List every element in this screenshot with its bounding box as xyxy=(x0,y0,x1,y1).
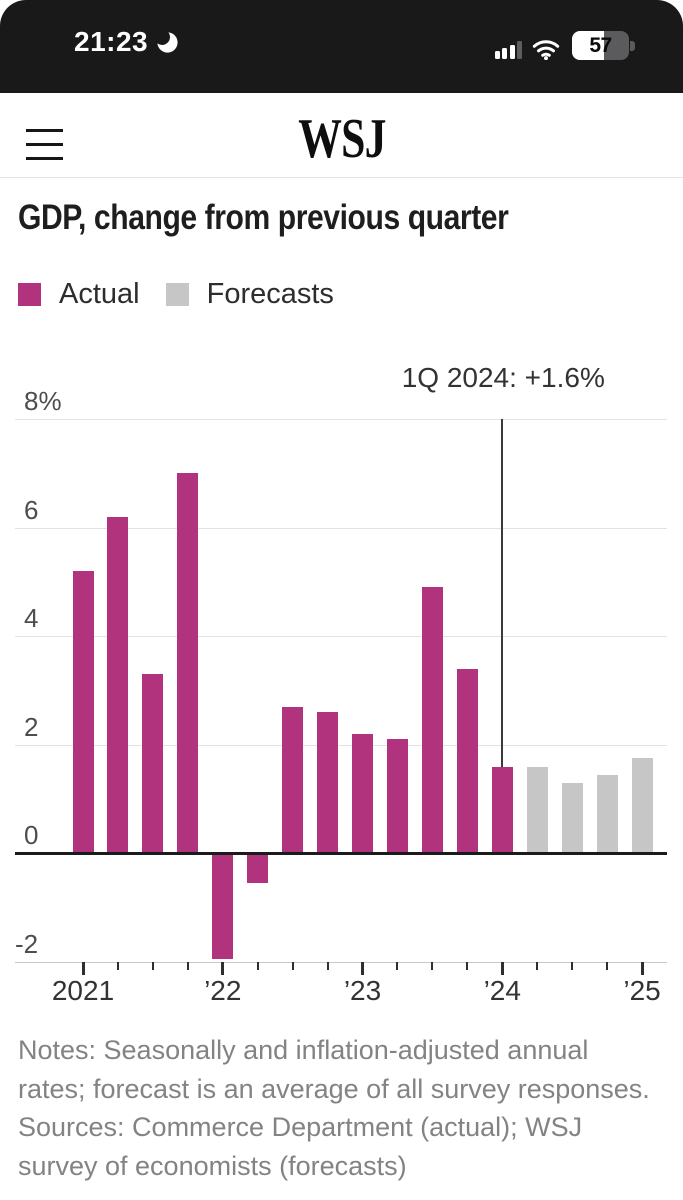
chart-title: GDP, change from previous quarter xyxy=(18,198,509,237)
gridline-6 xyxy=(15,527,667,529)
bar-2024-q4 xyxy=(596,774,618,854)
chart-legend: Actual Forecasts xyxy=(18,278,334,311)
x-axis-tick xyxy=(571,962,574,970)
chart-annotation: 1Q 2024: +1.6% xyxy=(401,362,605,393)
bar-2021-q1 xyxy=(72,571,94,854)
app-header: WSJ xyxy=(0,93,683,178)
x-axis-tick xyxy=(500,962,504,975)
forecasts-swatch xyxy=(165,283,189,306)
x-axis-tick xyxy=(536,962,539,970)
bar-2024-q1 xyxy=(491,766,513,854)
gridline-2 xyxy=(15,744,667,746)
battery-fill xyxy=(572,31,605,60)
bar-2023-q2 xyxy=(386,739,408,854)
bar-2024-q3 xyxy=(561,782,583,854)
gridline--2 xyxy=(15,962,667,963)
bar-2021-q4 xyxy=(177,473,199,854)
bar-2021-q2 xyxy=(107,516,129,854)
x-axis-label-23: ’23 xyxy=(343,975,382,1006)
actual-swatch xyxy=(18,283,41,306)
bar-2023-q4 xyxy=(456,668,478,854)
notes-line: rates; forecast is an average of all sur… xyxy=(18,1073,650,1104)
notes-line: Notes: Seasonally and inflation-adjusted… xyxy=(18,1035,589,1065)
y-axis-label: 4 xyxy=(24,603,39,634)
bar-2023-q1 xyxy=(352,733,374,854)
x-axis-tick xyxy=(606,962,609,970)
battery-percent: 57 xyxy=(589,33,612,57)
x-axis-tick xyxy=(640,962,644,975)
x-axis-tick xyxy=(466,962,469,970)
x-axis-tick xyxy=(431,962,434,970)
notes-line: Sources: Commerce Department (actual); W… xyxy=(18,1112,583,1142)
gridline-0 xyxy=(15,852,667,856)
x-axis-label-25: ’25 xyxy=(623,975,661,1006)
y-axis-label: 6 xyxy=(24,494,39,525)
x-axis-tick xyxy=(221,962,225,975)
menu-button[interactable] xyxy=(26,129,63,160)
y-axis-label: -2 xyxy=(15,929,39,959)
x-axis-tick xyxy=(291,962,294,970)
x-axis-tick xyxy=(116,962,119,970)
status-time: 21:23 xyxy=(74,26,149,57)
x-axis-tick xyxy=(361,962,365,975)
status-right: 57 xyxy=(494,31,635,60)
x-axis-tick xyxy=(151,962,154,970)
x-axis-label-2021: 2021 xyxy=(51,975,115,1006)
bar-2022-q2 xyxy=(247,855,269,883)
bar-2023-q3 xyxy=(421,587,443,854)
x-axis-tick xyxy=(256,962,259,970)
chart-notes: Notes: Seasonally and inflation-adjusted… xyxy=(18,1031,673,1185)
bar-2022-q4 xyxy=(317,712,339,854)
x-axis-label-24: ’24 xyxy=(483,975,521,1006)
x-axis-tick xyxy=(186,962,189,970)
x-axis-tick xyxy=(396,962,399,970)
status-bar: 21:23 57 xyxy=(0,0,683,93)
notes-line: survey of economists (forecasts) xyxy=(18,1150,407,1181)
cellular-signal-icon xyxy=(494,40,522,60)
y-axis-label: 0 xyxy=(24,820,39,851)
legend-item-actual: Actual xyxy=(18,278,140,311)
focus-moon-icon xyxy=(157,31,178,53)
battery-nub xyxy=(630,40,635,51)
battery-icon: 57 xyxy=(572,31,635,60)
y-axis-label: 8% xyxy=(24,386,62,416)
x-axis-tick xyxy=(326,962,329,970)
gridline-8 xyxy=(15,419,667,420)
wsj-logo[interactable]: WSJ xyxy=(297,108,386,170)
gridline-4 xyxy=(15,636,667,638)
x-axis-tick xyxy=(81,962,85,975)
bar-2025-q1 xyxy=(631,758,653,854)
y-axis-label: 2 xyxy=(24,711,39,742)
status-left: 21:23 xyxy=(74,26,181,58)
bar-2024-q2 xyxy=(526,766,548,854)
legend-label-actual: Actual xyxy=(59,278,140,310)
bar-2022-q3 xyxy=(282,706,304,854)
bar-2022-q1 xyxy=(212,855,234,959)
annotation-line xyxy=(501,419,504,767)
x-axis-label-22: ’22 xyxy=(204,975,242,1006)
wifi-icon xyxy=(532,40,560,60)
legend-item-forecasts: Forecasts xyxy=(165,278,334,311)
bar-2021-q3 xyxy=(142,674,164,854)
legend-label-forecasts: Forecasts xyxy=(206,278,334,310)
